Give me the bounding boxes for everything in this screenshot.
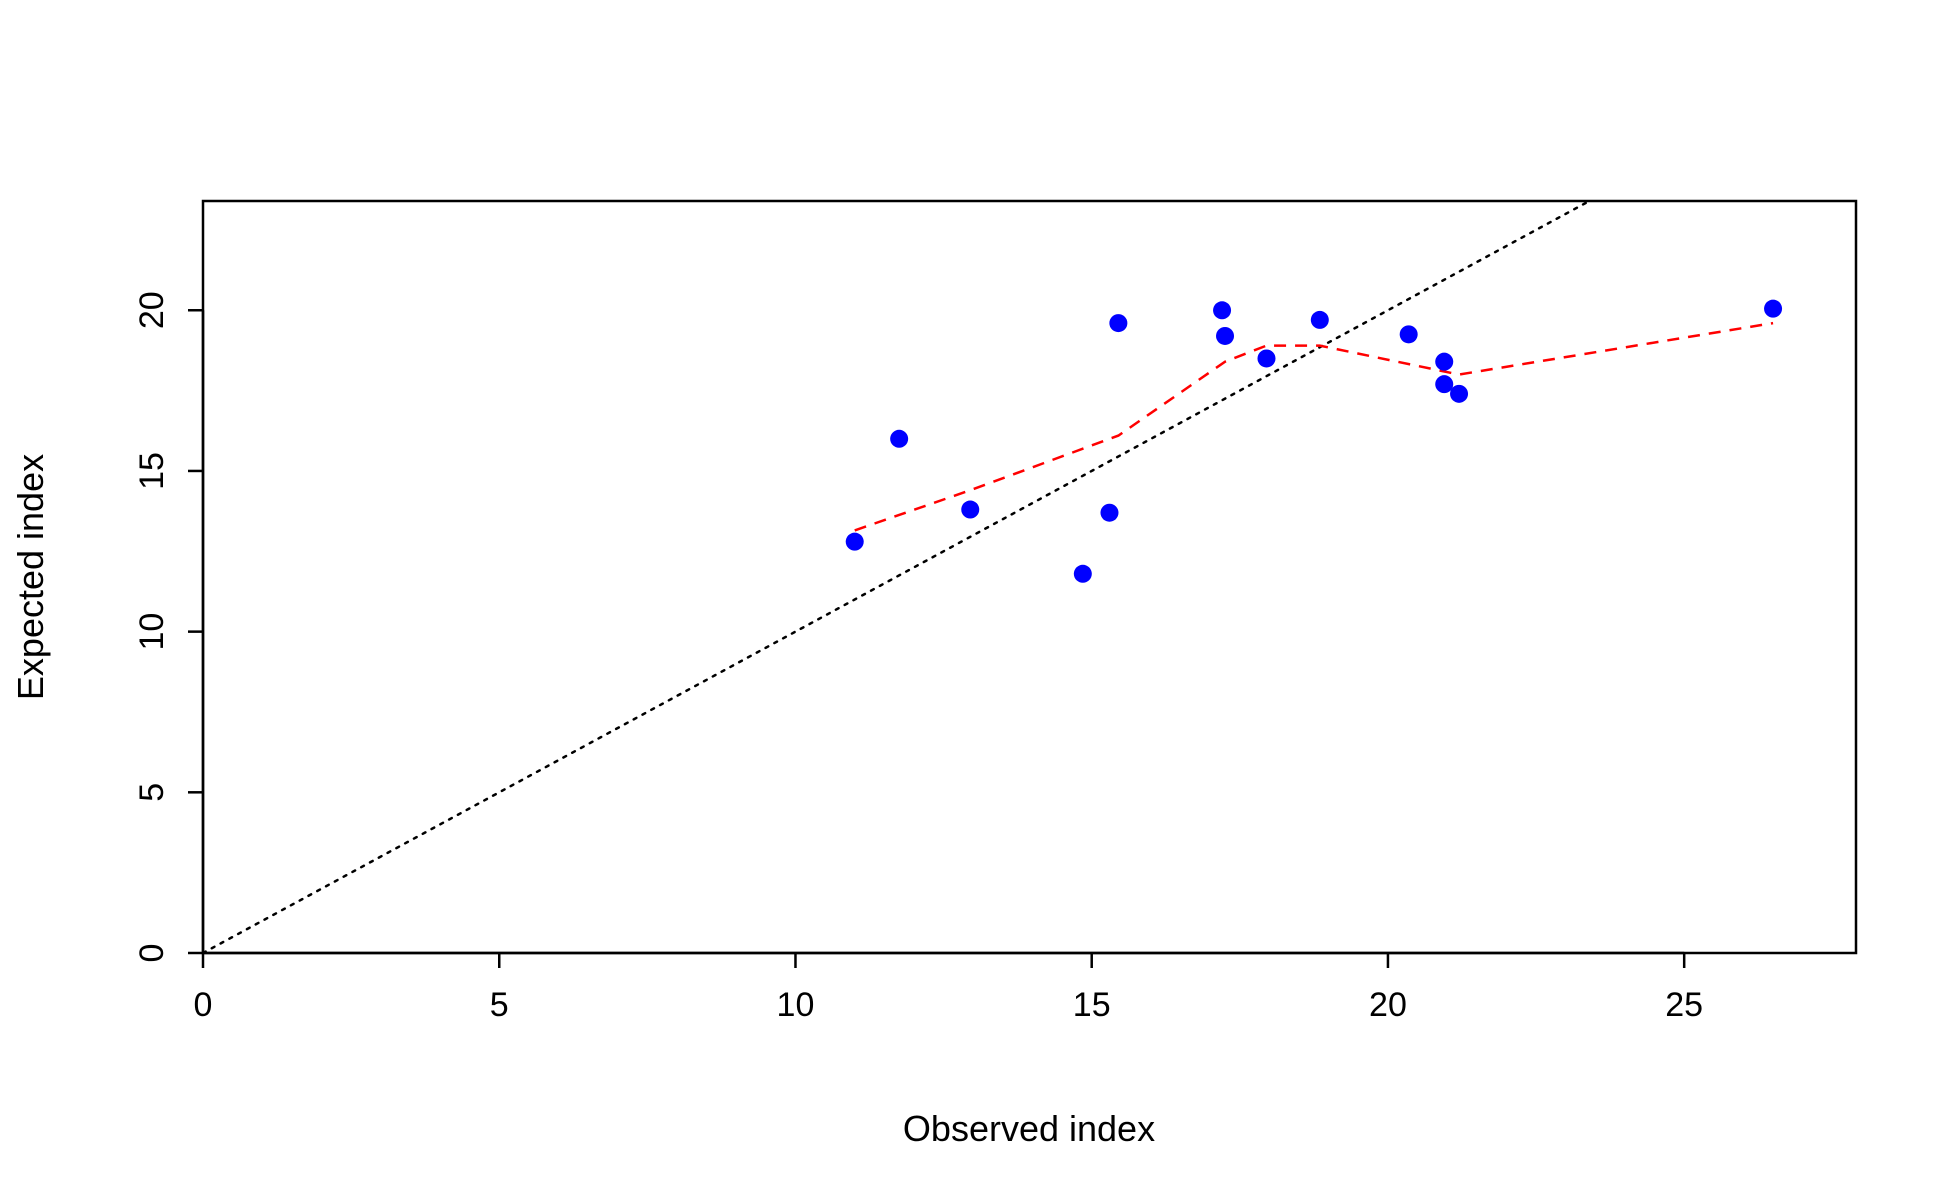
y-axis-label: Expected index <box>10 454 51 700</box>
y-axis: 0 5 10 15 20 <box>133 291 205 963</box>
data-point <box>1216 326 1235 345</box>
data-point <box>1435 375 1454 394</box>
data-point <box>1073 564 1092 583</box>
plot-frame <box>201 199 1858 955</box>
data-point <box>1109 314 1128 333</box>
y-tick-label: 20 <box>133 291 171 329</box>
y-tick-label: 0 <box>133 944 171 963</box>
data-point <box>1100 503 1119 522</box>
y-tick-label: 5 <box>133 783 171 802</box>
smooth-line <box>854 321 1774 532</box>
data-point <box>1435 352 1454 371</box>
x-tick-label: 0 <box>194 986 213 1024</box>
y-tick-label: 15 <box>133 452 171 490</box>
reference-line <box>203 201 1593 953</box>
data-point <box>1450 384 1469 403</box>
data-point <box>1213 301 1232 320</box>
data-point <box>961 500 980 519</box>
x-tick-label: 10 <box>777 986 815 1024</box>
x-tick-label: 20 <box>1369 986 1407 1024</box>
data-point <box>890 429 909 448</box>
x-tick-label: 15 <box>1073 986 1111 1024</box>
x-axis-label: Observed index <box>903 1108 1155 1149</box>
x-tick-label: 5 <box>490 986 509 1024</box>
data-point <box>1310 310 1329 329</box>
data-point <box>1764 299 1783 318</box>
x-axis: 0 5 10 15 20 25 <box>194 951 1703 1024</box>
data-point <box>1399 325 1418 344</box>
data-point <box>1257 349 1276 368</box>
y-tick-label: 10 <box>133 613 171 651</box>
data-point <box>845 532 864 551</box>
x-tick-label: 25 <box>1665 986 1703 1024</box>
